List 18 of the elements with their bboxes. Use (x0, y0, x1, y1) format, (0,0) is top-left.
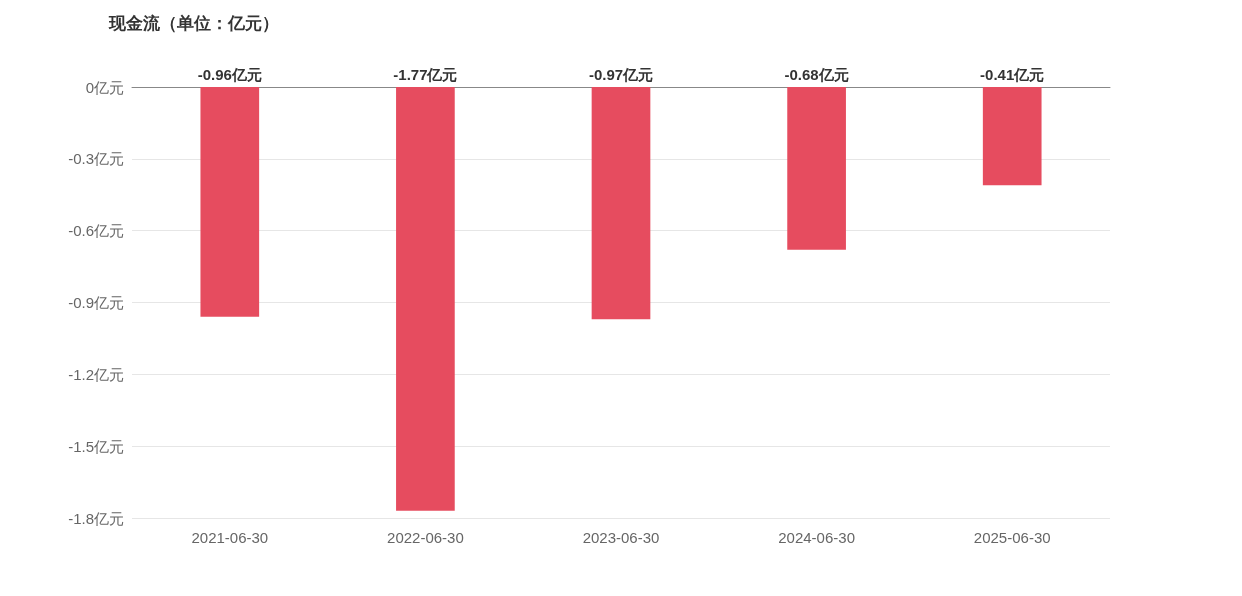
x-tick-label: 2023-06-30 (582, 529, 660, 546)
y-tick-label: -0.9亿元 (68, 294, 124, 311)
x-tick-label: 2024-06-30 (778, 529, 855, 546)
y-tick-label: -0.6亿元 (68, 222, 124, 240)
data-label: -0.41亿元 (980, 66, 1045, 83)
data-label: -1.77亿元 (393, 66, 458, 83)
x-tick-label: 2021-06-30 (191, 529, 269, 546)
data-label: -0.97亿元 (588, 66, 654, 83)
chart-title: 现金流（单位：亿元） (108, 14, 279, 33)
y-tick-label: -1.2亿元 (68, 365, 124, 383)
x-tick-label: 2025-06-30 (973, 529, 1051, 546)
y-tick-label: -0.3亿元 (68, 150, 124, 168)
y-tick-label: -1.5亿元 (68, 437, 124, 455)
data-label: -0.68亿元 (784, 66, 849, 83)
y-tick-label: 0亿元 (85, 78, 124, 96)
data-label: -0.96亿元 (197, 66, 262, 83)
x-tick-label: 2022-06-30 (387, 529, 464, 546)
y-tick-label: -1.8亿元 (68, 509, 124, 527)
